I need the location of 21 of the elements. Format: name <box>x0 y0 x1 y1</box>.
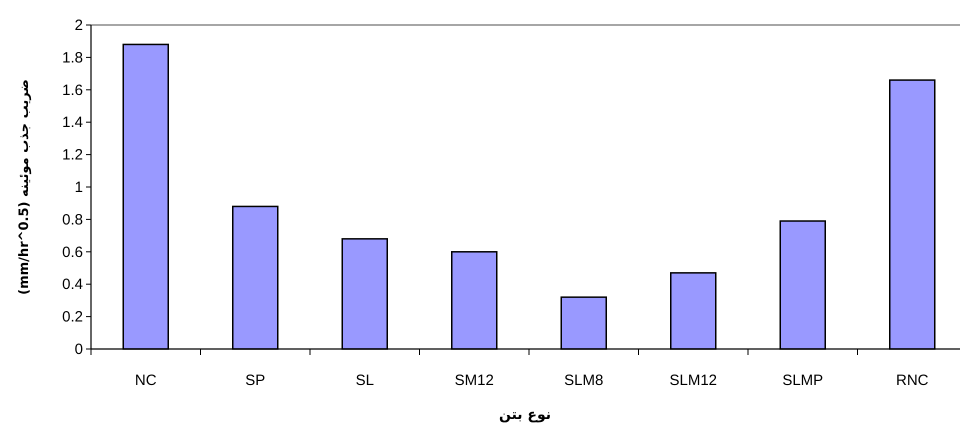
y-tick-label: 1 <box>74 179 83 196</box>
x-tick-label: SLMP <box>782 372 824 389</box>
x-axis-title: نوع بتن <box>498 407 552 423</box>
x-tick-label: SLM12 <box>669 372 718 389</box>
y-tick-label: 0.4 <box>62 276 83 294</box>
x-tick-label: SM12 <box>454 372 494 389</box>
y-tick-label: 0.8 <box>62 211 83 228</box>
x-tick-label: SLM8 <box>564 372 604 389</box>
x-tick-label: RNC <box>896 372 929 389</box>
y-axis-title: ضریب جذب موئینه (mm/hr^0.5) <box>17 79 32 295</box>
y-tick-label: 0.6 <box>62 244 83 261</box>
x-tick-label: SP <box>245 372 266 389</box>
x-tick-label: NC <box>134 372 157 389</box>
x-tick-label: SL <box>356 372 374 389</box>
y-tick-label: 0.2 <box>62 308 83 326</box>
y-tick-label: 1.8 <box>62 49 83 66</box>
y-tick-label: 1.2 <box>62 146 83 164</box>
y-tick-label: 2 <box>74 17 83 34</box>
y-tick-label: 1.4 <box>62 114 83 132</box>
y-tick-label: 0 <box>74 341 83 358</box>
y-tick-label: 1.6 <box>62 82 83 99</box>
